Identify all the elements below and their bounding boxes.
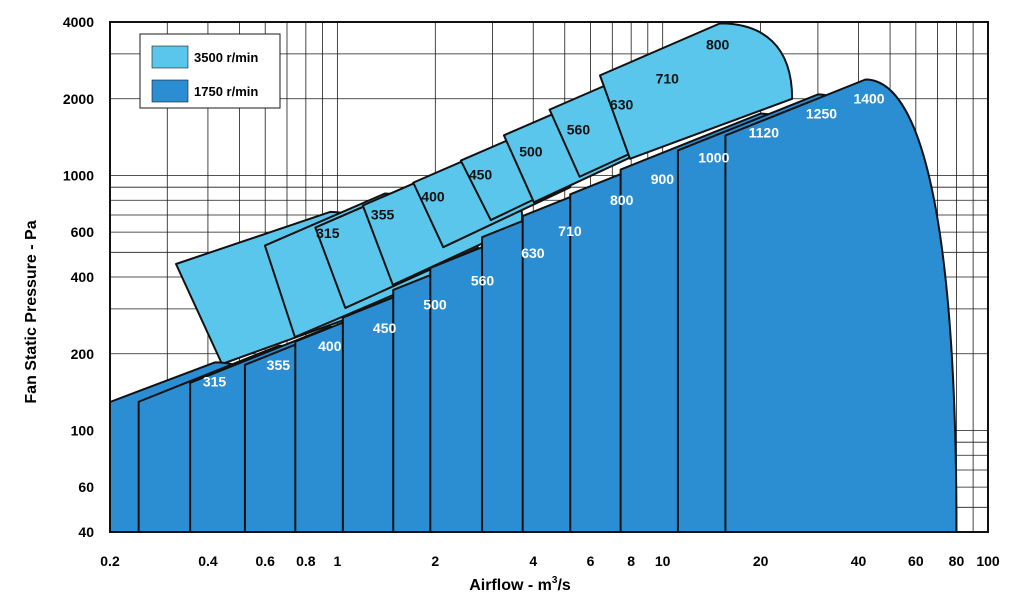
x-tick-label: 0.2 — [100, 553, 120, 569]
label-1750-450: 450 — [373, 320, 397, 336]
label-1750-400: 400 — [318, 338, 342, 354]
label-3500-710: 710 — [656, 71, 680, 87]
x-tick-label: 0.8 — [296, 553, 316, 569]
series-3500-rpm — [175, 22, 794, 365]
x-axis-title-suffix: /s — [557, 577, 570, 594]
label-1750-315: 315 — [203, 373, 227, 389]
x-tick-label: 20 — [753, 553, 769, 569]
x-tick-label: 2 — [431, 553, 439, 569]
curve-size-labels: 315 355 400 450 500 560 630 710 800 315 355 400 450 5… — [203, 36, 885, 389]
legend-swatch-3500 — [151, 45, 189, 69]
y-tick-label: 4000 — [63, 14, 94, 30]
x-axis-title-main: Airflow - m — [469, 577, 552, 594]
y-axis-title: Fan Static Pressure - Pa — [23, 220, 40, 403]
label-3500-400: 400 — [421, 189, 445, 205]
label-1750-1000: 1000 — [698, 149, 729, 165]
x-tick-label: 60 — [908, 553, 924, 569]
y-tick-label: 40 — [78, 524, 94, 540]
series-1750-rpm — [109, 78, 958, 533]
y-tick-label: 100 — [71, 423, 95, 439]
label-1750-800: 800 — [610, 192, 634, 208]
label-1750-710: 710 — [558, 223, 582, 239]
label-1750-1120: 1120 — [749, 125, 780, 141]
x-tick-label: 4 — [529, 553, 537, 569]
label-3500-800: 800 — [706, 36, 730, 52]
x-tick-label: 0.6 — [255, 553, 275, 569]
label-1750-560: 560 — [471, 273, 495, 289]
x-tick-label: 0.4 — [198, 553, 218, 569]
plot-frame — [109, 21, 989, 533]
label-1750-500: 500 — [423, 297, 447, 313]
x-tick-label: 8 — [627, 553, 635, 569]
x-tick-label: 100 — [976, 553, 1000, 569]
label-3500-560: 560 — [567, 122, 591, 138]
y-tick-label: 60 — [78, 479, 94, 495]
x-axis-title: Airflow - m3/s — [469, 575, 571, 594]
legend: 3500 r/min 1750 r/min — [139, 33, 281, 109]
axes: 0.2 0.4 0.6 0.8 1 2 4 6 8 10 20 40 60 80 100 40 60 100 200… — [63, 14, 1000, 569]
y-tick-label: 1000 — [63, 168, 94, 184]
label-1750-1400: 1400 — [853, 90, 884, 106]
label-1750-630: 630 — [521, 245, 545, 261]
y-tick-label: 600 — [71, 224, 95, 240]
x-tick-label: 1 — [333, 553, 341, 569]
curve-3500-800 — [598, 22, 794, 160]
y-tick-label: 400 — [71, 269, 95, 285]
x-axis-title-superscript: 3 — [552, 575, 558, 586]
label-3500-355: 355 — [371, 207, 395, 223]
y-tick-label: 2000 — [63, 91, 94, 107]
x-tick-label: 80 — [949, 553, 965, 569]
legend-label-1750: 1750 r/min — [194, 84, 258, 99]
label-1750-1250: 1250 — [806, 105, 837, 121]
legend-label-3500: 3500 r/min — [194, 50, 258, 65]
curve-1750-1400 — [724, 78, 958, 533]
x-tick-label: 10 — [655, 553, 671, 569]
label-1750-355: 355 — [267, 357, 291, 373]
x-tick-label: 40 — [851, 553, 867, 569]
label-3500-500: 500 — [519, 144, 543, 160]
y-tick-label: 200 — [71, 346, 95, 362]
legend-swatch-1750 — [151, 79, 189, 103]
label-3500-630: 630 — [610, 96, 634, 112]
label-3500-315: 315 — [316, 225, 340, 241]
label-1750-900: 900 — [651, 171, 675, 187]
x-tick-label: 6 — [587, 553, 595, 569]
label-3500-450: 450 — [469, 167, 493, 183]
